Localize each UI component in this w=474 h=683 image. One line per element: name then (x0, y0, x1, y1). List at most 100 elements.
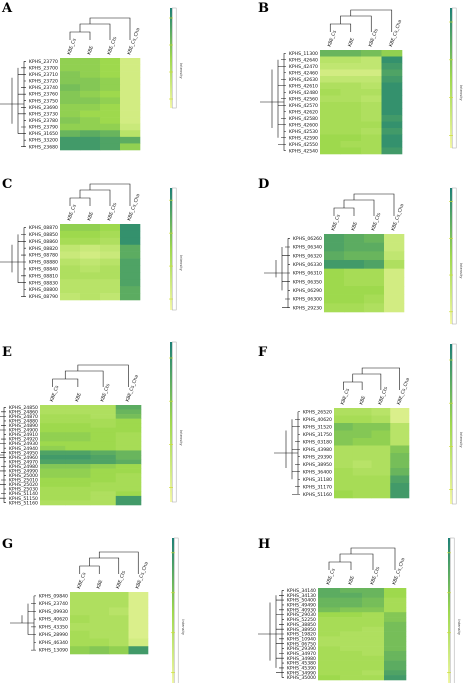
heatmap-cell (320, 63, 341, 70)
heatmap-cell (90, 468, 117, 474)
heatmap-cell (128, 623, 149, 632)
heatmap-cell (340, 660, 363, 666)
heatmap-cell (334, 438, 354, 446)
heatmap-cell (89, 607, 110, 616)
heatmap-panel-h: H KPHS_34140KPHS_34130KPHS_50400KPHS_4949… (258, 537, 461, 683)
column-label: KBE_Cs_Cha (396, 377, 411, 406)
column-label: KBE_Cts (377, 385, 389, 405)
row-label: KPHS_24870 (9, 414, 38, 420)
heatmap-cell (60, 117, 81, 125)
column-label: KBE_Cs (330, 213, 342, 232)
heatmap-cell (340, 621, 363, 628)
row-label: KPHS_08790 (29, 294, 58, 300)
row-label: KPHS_08840 (29, 267, 58, 273)
heatmap-cell (362, 660, 385, 666)
scale-frame (451, 187, 457, 325)
heatmap-cell (109, 623, 129, 632)
heatmap-cell (115, 491, 142, 497)
column-label: KBE_Cs (66, 203, 78, 222)
row-label: KPHS_42600 (289, 122, 318, 128)
heatmap-cell (70, 615, 90, 624)
heatmap-cell (60, 279, 81, 287)
heatmap-cell (120, 143, 141, 151)
heatmap-cell (90, 500, 117, 506)
heatmap-cell (80, 265, 101, 273)
row-label: KPHS_24880 (9, 419, 38, 425)
heatmap-cell (340, 617, 363, 623)
heatmap-cell (70, 623, 90, 632)
heatmap-cell (90, 423, 117, 429)
row-label: KPHS_42590 (289, 135, 318, 141)
heatmap-cell (371, 423, 391, 431)
heatmap-cell (60, 244, 81, 252)
heatmap-cell (40, 436, 66, 442)
heatmap-cell (340, 121, 362, 129)
heatmap-cell (381, 56, 403, 64)
row-dendrogram (0, 60, 26, 148)
heatmap-cell (384, 588, 407, 594)
row-label: KPHS_42540 (289, 148, 318, 154)
panel-letter: F (258, 345, 268, 360)
row-label: KPHS_23760 (29, 92, 58, 98)
heatmap-cell (318, 631, 341, 637)
heatmap-cell (381, 95, 403, 103)
row-label: KPHS_24960 (9, 455, 38, 461)
row-label: KPHS_19820 (287, 632, 316, 638)
heatmap-cell (320, 56, 341, 64)
row-label: KPHS_24910 (9, 432, 38, 438)
scale-gradient (450, 188, 453, 324)
heatmap-cell (40, 409, 66, 415)
scale-frame (171, 7, 177, 109)
heatmap-cell (362, 636, 385, 642)
heatmap-cell (70, 638, 90, 647)
column-label: KBE_Cts (367, 27, 379, 47)
heatmap-cell (128, 638, 149, 647)
heatmap-cell (340, 128, 362, 135)
heatmap-cell (390, 445, 410, 454)
heatmap-cell (80, 110, 101, 118)
heatmap-cell (371, 438, 391, 446)
heatmap-cell (340, 588, 363, 594)
heatmap-cell (65, 418, 91, 424)
heatmap-cell (352, 483, 372, 491)
row-label: KPHS_51140 (9, 491, 38, 497)
row-dendrogram (264, 238, 290, 308)
heatmap-cell (361, 50, 382, 57)
heatmap-cell (40, 427, 66, 433)
row-label: KPHS_06340 (293, 245, 322, 251)
scale-label: Intensity (179, 430, 183, 447)
heatmap-cell (128, 646, 149, 655)
row-label: KPHS_40620 (303, 417, 332, 423)
heatmap-cell (80, 286, 101, 294)
heatmap-cell (70, 607, 90, 616)
heatmap-cell (320, 102, 341, 109)
heatmap-cell (362, 621, 385, 628)
heatmap-cell (384, 242, 405, 252)
heatmap-cell (390, 483, 410, 491)
heatmap-cell (318, 641, 341, 647)
heatmap-cell (115, 473, 142, 479)
heatmap-cell (340, 602, 363, 608)
heatmap-cell (320, 76, 341, 83)
heatmap-cell (100, 117, 121, 125)
heatmap-cell (324, 234, 345, 243)
row-label: KPHS_45390 (287, 665, 316, 671)
row-label: KPHS_51160 (303, 492, 332, 498)
heatmap-cell (100, 71, 121, 79)
heatmap-cell (40, 500, 66, 506)
heatmap-cell (390, 408, 410, 416)
heatmap-cell (120, 97, 141, 105)
heatmap-cell (80, 97, 101, 105)
heatmap-cell (381, 82, 403, 90)
row-label: KPHS_49490 (287, 603, 316, 609)
row-label: KPHS_08820 (29, 246, 58, 252)
heatmap-cell (100, 251, 121, 259)
heatmap-panel-a: A KPHS_23770KPHS_23700KPHS_23710KPHS_2372… (0, 1, 183, 150)
column-label: KBE_Cs_Cha (391, 557, 406, 586)
heatmap-cell (381, 121, 403, 129)
heatmap-cell (364, 268, 385, 278)
heatmap-cell (60, 258, 81, 266)
heatmap-cell (65, 468, 91, 474)
heatmap-cell (334, 430, 354, 439)
heatmap-cell (362, 641, 385, 647)
